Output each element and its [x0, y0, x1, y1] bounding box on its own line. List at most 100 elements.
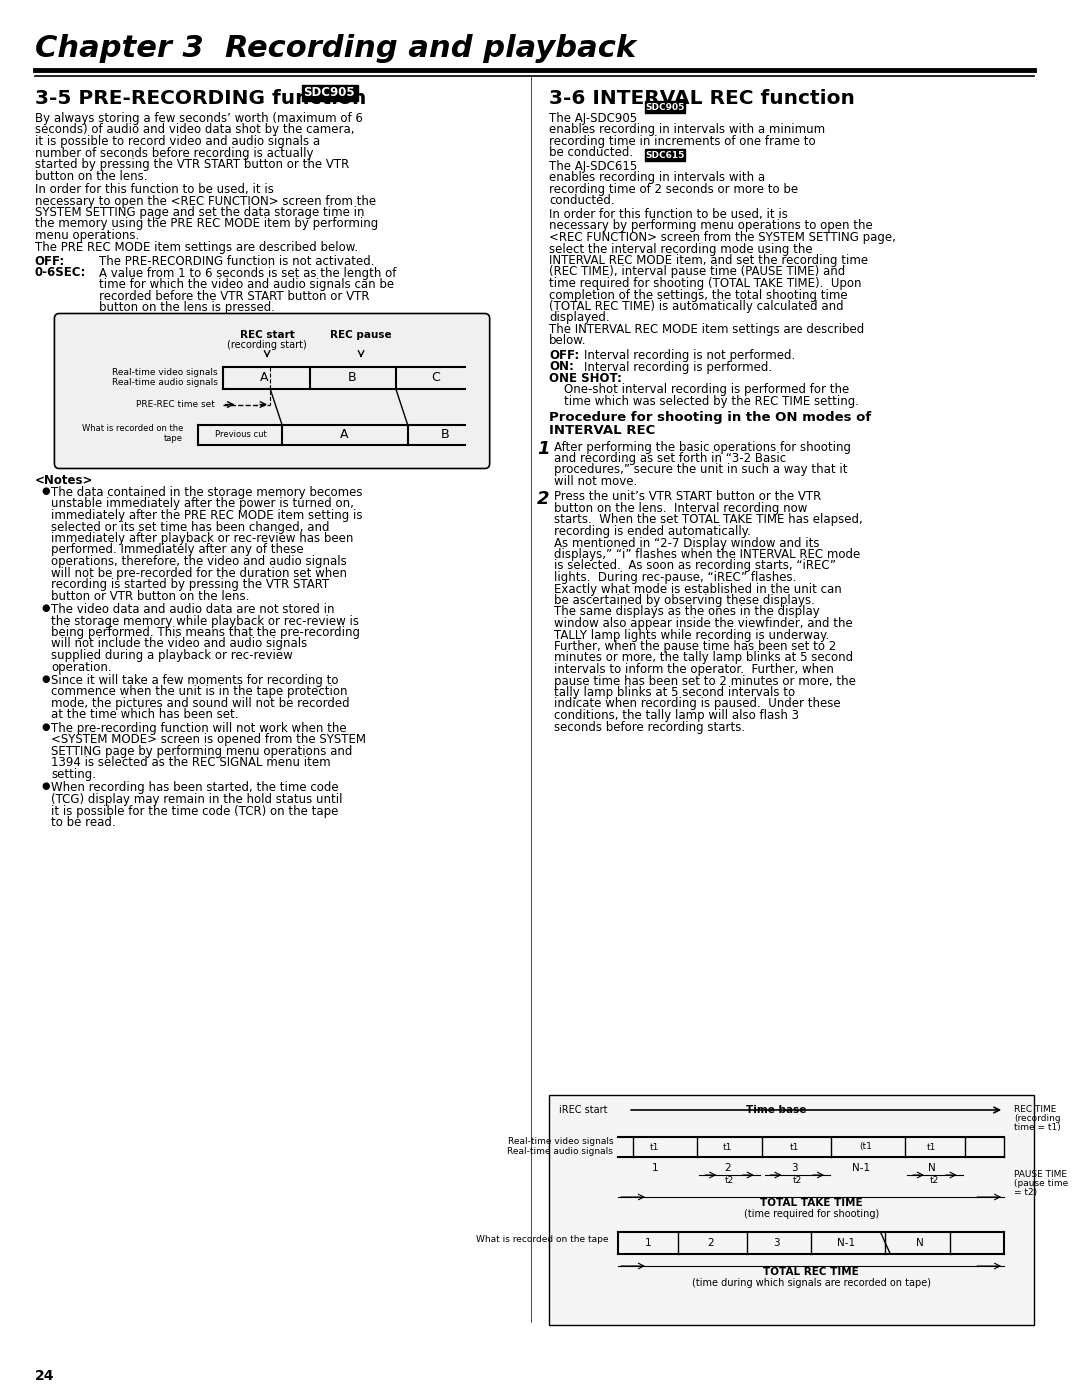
Text: minutes or more, the tally lamp blinks at 5 second: minutes or more, the tally lamp blinks a…: [554, 651, 853, 665]
Text: seconds) of audio and video data shot by the camera,: seconds) of audio and video data shot by…: [35, 123, 354, 137]
Text: t1: t1: [723, 1143, 732, 1151]
Text: ON:: ON:: [549, 360, 573, 373]
Text: setting.: setting.: [52, 768, 96, 781]
Text: button on the lens is pressed.: button on the lens is pressed.: [99, 300, 275, 314]
Text: time which was selected by the REC TIME setting.: time which was selected by the REC TIME …: [564, 395, 859, 408]
Text: <Notes>: <Notes>: [35, 474, 93, 486]
Text: What is recorded on the tape: What is recorded on the tape: [476, 1235, 608, 1245]
Text: will not include the video and audio signals: will not include the video and audio sig…: [52, 637, 308, 651]
Text: One-shot interval recording is performed for the: One-shot interval recording is performed…: [564, 384, 849, 397]
Text: 1: 1: [651, 1162, 658, 1173]
Text: it is possible for the time code (TCR) on the tape: it is possible for the time code (TCR) o…: [52, 805, 339, 817]
Text: will not be pre-recorded for the duration set when: will not be pre-recorded for the duratio…: [52, 567, 348, 580]
Text: time required for shooting (TOTAL TAKE TIME).  Upon: time required for shooting (TOTAL TAKE T…: [549, 277, 862, 291]
Text: ●: ●: [41, 604, 50, 613]
Text: t2: t2: [930, 1176, 940, 1185]
Text: B: B: [348, 372, 356, 384]
Text: N-1: N-1: [851, 1162, 869, 1173]
Text: B: B: [441, 427, 449, 441]
Text: completion of the settings, the total shooting time: completion of the settings, the total sh…: [549, 289, 848, 302]
Text: The video data and audio data are not stored in: The video data and audio data are not st…: [52, 604, 335, 616]
Text: is selected.  As soon as recording starts, “iREC”: is selected. As soon as recording starts…: [554, 560, 836, 573]
Text: Time base: Time base: [746, 1105, 807, 1115]
Text: below.: below.: [549, 334, 586, 348]
Text: 2: 2: [537, 490, 550, 509]
Text: Press the unit’s VTR START button or the VTR: Press the unit’s VTR START button or the…: [554, 490, 821, 503]
Text: SDC905: SDC905: [303, 87, 355, 99]
Text: TOTAL REC TIME: TOTAL REC TIME: [764, 1267, 859, 1277]
Text: 1: 1: [645, 1238, 651, 1248]
Text: 3-6 INTERVAL REC function: 3-6 INTERVAL REC function: [549, 89, 855, 108]
Text: 1: 1: [537, 440, 550, 458]
Text: <REC FUNCTION> screen from the SYSTEM SETTING page,: <REC FUNCTION> screen from the SYSTEM SE…: [549, 231, 896, 244]
Text: REC pause: REC pause: [330, 331, 392, 341]
Text: (time required for shooting): (time required for shooting): [743, 1208, 879, 1220]
FancyBboxPatch shape: [54, 313, 489, 468]
Text: 24: 24: [35, 1369, 54, 1383]
Text: the memory using the PRE REC MODE item by performing: the memory using the PRE REC MODE item b…: [35, 218, 378, 231]
Text: Real-time video signals: Real-time video signals: [112, 367, 218, 377]
Text: immediately after playback or rec-review has been: immediately after playback or rec-review…: [52, 532, 354, 545]
Text: OFF:: OFF:: [35, 256, 65, 268]
Text: (recording: (recording: [1014, 1113, 1061, 1123]
Text: TALLY lamp lights while recording is underway.: TALLY lamp lights while recording is und…: [554, 629, 833, 641]
Text: What is recorded on the: What is recorded on the: [82, 425, 183, 433]
Text: N: N: [928, 1162, 935, 1173]
Text: t2: t2: [793, 1176, 802, 1185]
Text: recording time of 2 seconds or more to be: recording time of 2 seconds or more to b…: [549, 183, 798, 196]
Text: enables recording in intervals with a minimum: enables recording in intervals with a mi…: [549, 123, 825, 137]
Text: t2: t2: [725, 1176, 733, 1185]
Text: Further, when the pause time has been set to 2: Further, when the pause time has been se…: [554, 640, 836, 652]
Text: OFF:: OFF:: [549, 349, 579, 362]
Text: N-1: N-1: [837, 1238, 855, 1248]
Text: iREC start: iREC start: [559, 1105, 607, 1115]
Text: button or VTR button on the lens.: button or VTR button on the lens.: [52, 590, 249, 602]
Text: = t2): = t2): [1014, 1187, 1037, 1197]
Text: button on the lens.: button on the lens.: [35, 169, 147, 183]
Text: immediately after the PRE REC MODE item setting is: immediately after the PRE REC MODE item …: [52, 509, 363, 522]
Text: pause time has been set to 2 minutes or more, the: pause time has been set to 2 minutes or …: [554, 675, 855, 687]
Text: (TCG) display may remain in the hold status until: (TCG) display may remain in the hold sta…: [52, 793, 343, 806]
Text: intervals to inform the operator.  Further, when: intervals to inform the operator. Furthe…: [554, 664, 834, 676]
Text: lights.  During rec-pause, “iREC” flashes.: lights. During rec-pause, “iREC” flashes…: [554, 571, 800, 584]
Text: After performing the basic operations for shooting: After performing the basic operations fo…: [554, 440, 851, 454]
Text: conducted.: conducted.: [549, 194, 615, 208]
Text: REC start: REC start: [240, 331, 295, 341]
Text: Interval recording is not performed.: Interval recording is not performed.: [583, 349, 795, 362]
Text: <SYSTEM MODE> screen is opened from the SYSTEM: <SYSTEM MODE> screen is opened from the …: [52, 733, 366, 746]
Text: mode, the pictures and sound will not be recorded: mode, the pictures and sound will not be…: [52, 697, 350, 710]
Text: to be read.: to be read.: [52, 816, 116, 828]
Text: window also appear inside the viewfinder, and the: window also appear inside the viewfinder…: [554, 617, 853, 630]
Text: Chapter 3  Recording and playback: Chapter 3 Recording and playback: [35, 34, 636, 63]
Text: commence when the unit is in the tape protection: commence when the unit is in the tape pr…: [52, 686, 348, 698]
Text: operations, therefore, the video and audio signals: operations, therefore, the video and aud…: [52, 555, 347, 569]
Text: (time during which signals are recorded on tape): (time during which signals are recorded …: [691, 1278, 931, 1288]
Text: REC TIME: REC TIME: [1014, 1105, 1056, 1113]
Text: ●: ●: [41, 486, 50, 496]
Text: Real-time audio signals: Real-time audio signals: [111, 379, 218, 387]
Text: Since it will take a few moments for recording to: Since it will take a few moments for rec…: [52, 673, 339, 687]
Text: being performed. This means that the pre-recording: being performed. This means that the pre…: [52, 626, 361, 638]
Text: at the time which has been set.: at the time which has been set.: [52, 708, 239, 721]
Text: and recording as set forth in “3-2 Basic: and recording as set forth in “3-2 Basic: [554, 453, 786, 465]
Text: PAUSE TIME: PAUSE TIME: [1014, 1171, 1067, 1179]
Text: 0-6SEC:: 0-6SEC:: [35, 267, 86, 279]
Text: recording is started by pressing the VTR START: recording is started by pressing the VTR…: [52, 578, 329, 591]
Text: PRE-REC time set: PRE-REC time set: [136, 400, 215, 409]
Text: select the interval recording mode using the: select the interval recording mode using…: [549, 243, 812, 256]
Text: The PRE REC MODE item settings are described below.: The PRE REC MODE item settings are descr…: [35, 240, 357, 253]
Text: time = t1): time = t1): [1014, 1123, 1061, 1132]
Text: t1: t1: [927, 1143, 936, 1151]
Text: t1: t1: [650, 1143, 660, 1151]
Text: displays,” “i” flashes when the INTERVAL REC mode: displays,” “i” flashes when the INTERVAL…: [554, 548, 861, 562]
Text: menu operations.: menu operations.: [35, 229, 139, 242]
Text: recording time in increments of one frame to: recording time in increments of one fram…: [549, 136, 815, 148]
Text: TOTAL TAKE TIME: TOTAL TAKE TIME: [760, 1199, 863, 1208]
Text: 3: 3: [773, 1238, 780, 1248]
Text: be conducted.: be conducted.: [549, 147, 633, 159]
Text: (recording start): (recording start): [227, 341, 307, 351]
Text: The data contained in the storage memory becomes: The data contained in the storage memory…: [52, 486, 363, 499]
Text: ONE SHOT:: ONE SHOT:: [549, 372, 622, 386]
Text: conditions, the tally lamp will also flash 3: conditions, the tally lamp will also fla…: [554, 710, 799, 722]
Text: Exactly what mode is established in the unit can: Exactly what mode is established in the …: [554, 583, 841, 595]
